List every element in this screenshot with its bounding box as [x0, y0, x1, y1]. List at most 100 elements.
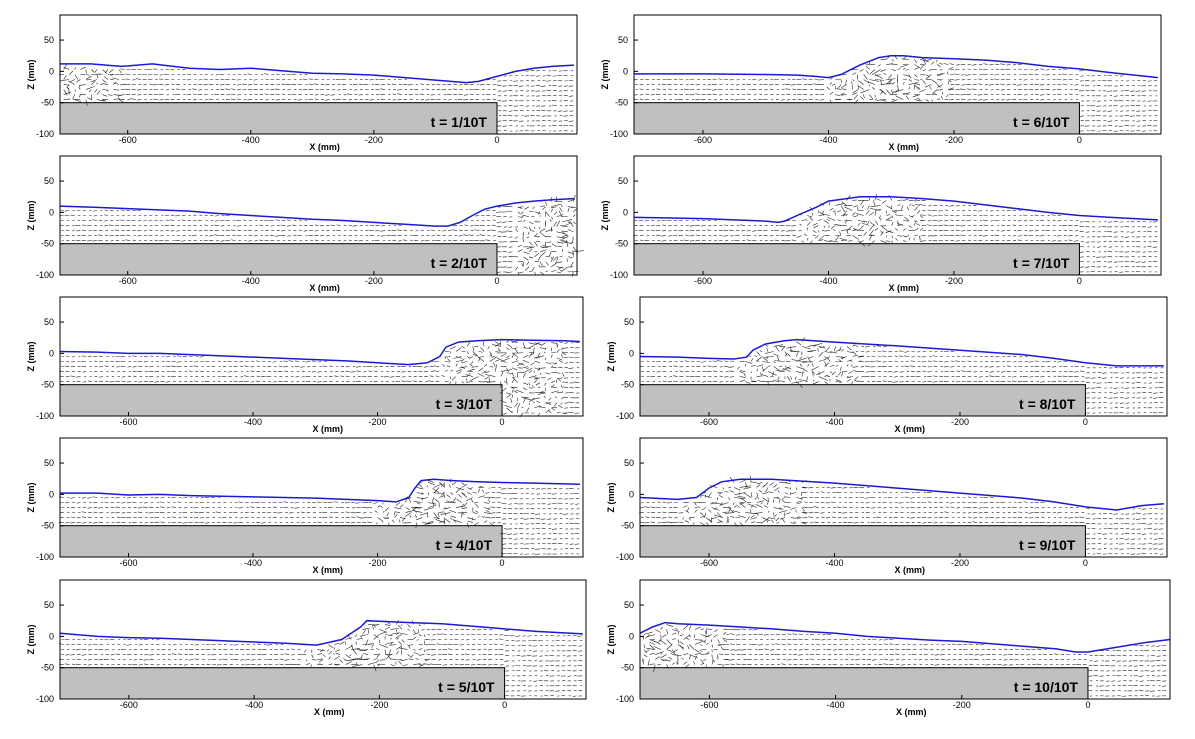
vector-mark: [154, 497, 160, 499]
vector-mark: [897, 84, 899, 92]
vector-mark: [439, 495, 445, 498]
vector-mark: [386, 512, 390, 517]
vector-mark: [465, 659, 470, 661]
vector-mark: [368, 643, 374, 645]
vector-mark: [568, 95, 574, 97]
free-surface-line: [634, 54, 1158, 79]
vector-mark: [836, 224, 847, 226]
vector-mark: [830, 364, 835, 367]
x-tick-label: -200: [365, 276, 383, 286]
vector-mark: [1113, 261, 1118, 263]
vector-mark: [427, 482, 435, 486]
vector-mark: [948, 79, 952, 83]
vector-mark: [76, 79, 81, 83]
vector-mark: [148, 512, 154, 514]
vector-mark: [1040, 68, 1045, 70]
vector-mark: [786, 346, 797, 349]
vector-mark: [334, 642, 340, 645]
vector-mark: [536, 400, 541, 404]
vector-mark: [85, 69, 87, 74]
vector-mark: [160, 521, 165, 523]
vector-mark: [827, 217, 836, 221]
vector-mark: [1107, 90, 1113, 92]
vector-mark: [880, 240, 887, 244]
vector-mark: [522, 236, 524, 242]
vector-mark: [305, 361, 311, 363]
vector-mark: [856, 74, 859, 78]
vector-mark: [557, 543, 563, 545]
vector-mark: [85, 99, 88, 106]
vector-mark: [479, 234, 485, 236]
vector-mark: [86, 97, 92, 100]
vector-mark: [1086, 241, 1090, 243]
vector-mark: [1073, 240, 1079, 242]
vector-mark: [867, 205, 870, 210]
vector-mark: [215, 74, 219, 76]
vector-mark: [1136, 110, 1141, 112]
vector-mark: [548, 410, 552, 414]
vector-mark: [385, 654, 391, 660]
vector-mark: [355, 662, 358, 665]
vector-mark: [539, 249, 547, 253]
vector-mark: [528, 402, 531, 405]
vector-mark: [829, 371, 833, 374]
vector-mark: [69, 79, 75, 83]
vector-mark: [264, 93, 269, 95]
vector-mark: [176, 361, 182, 363]
vector-mark: [483, 364, 488, 367]
vector-mark: [936, 74, 943, 77]
vector-mark: [159, 74, 164, 76]
vector-mark: [886, 78, 896, 80]
vector-mark: [389, 644, 397, 646]
vector-mark: [523, 367, 533, 374]
vector-mark: [902, 92, 909, 95]
vector-mark: [939, 62, 943, 65]
vector-mark: [1069, 93, 1073, 95]
vector-mark: [1152, 109, 1158, 112]
vector-mark: [322, 365, 328, 367]
vector-mark: [902, 82, 905, 85]
vector-mark: [848, 371, 853, 374]
vector-mark: [569, 543, 574, 545]
vector-mark: [569, 220, 574, 227]
y-tick-label: -100: [36, 694, 54, 704]
vector-mark: [919, 215, 924, 219]
vector-mark: [506, 392, 511, 395]
vector-mark: [517, 211, 521, 215]
vector-mark: [885, 219, 892, 221]
vector-mark: [401, 376, 406, 378]
vector-mark: [127, 366, 132, 368]
vector-mark: [493, 643, 498, 645]
vector-mark: [639, 88, 644, 90]
vector-mark: [455, 369, 462, 372]
vector-mark: [977, 210, 983, 212]
vector-mark: [886, 230, 894, 234]
x-tick-label: -600: [120, 700, 138, 710]
vector-mark: [792, 88, 796, 90]
vector-mark: [418, 624, 422, 627]
vector-mark: [375, 648, 380, 650]
vector-mark: [868, 61, 871, 65]
y-tick-label: 0: [49, 66, 54, 76]
vector-mark: [407, 624, 412, 628]
vector-mark: [841, 88, 847, 90]
vector-mark: [897, 223, 904, 226]
vector-mark: [233, 644, 239, 646]
vector-mark: [739, 371, 744, 374]
vector-mark: [1068, 239, 1073, 241]
vector-mark: [63, 89, 68, 96]
vector-mark: [826, 86, 830, 90]
vector-mark: [120, 209, 125, 211]
vector-mark: [994, 78, 1000, 80]
vector-mark: [812, 371, 815, 375]
vector-mark: [866, 70, 870, 75]
vector-mark: [88, 644, 92, 646]
vector-mark: [542, 246, 546, 249]
vector-mark: [247, 240, 253, 242]
vector-mark: [895, 238, 898, 241]
vector-mark: [739, 376, 746, 378]
vector-mark: [113, 82, 120, 85]
vector-mark: [931, 79, 938, 84]
vector-mark: [98, 376, 104, 378]
vector-mark: [959, 88, 966, 90]
